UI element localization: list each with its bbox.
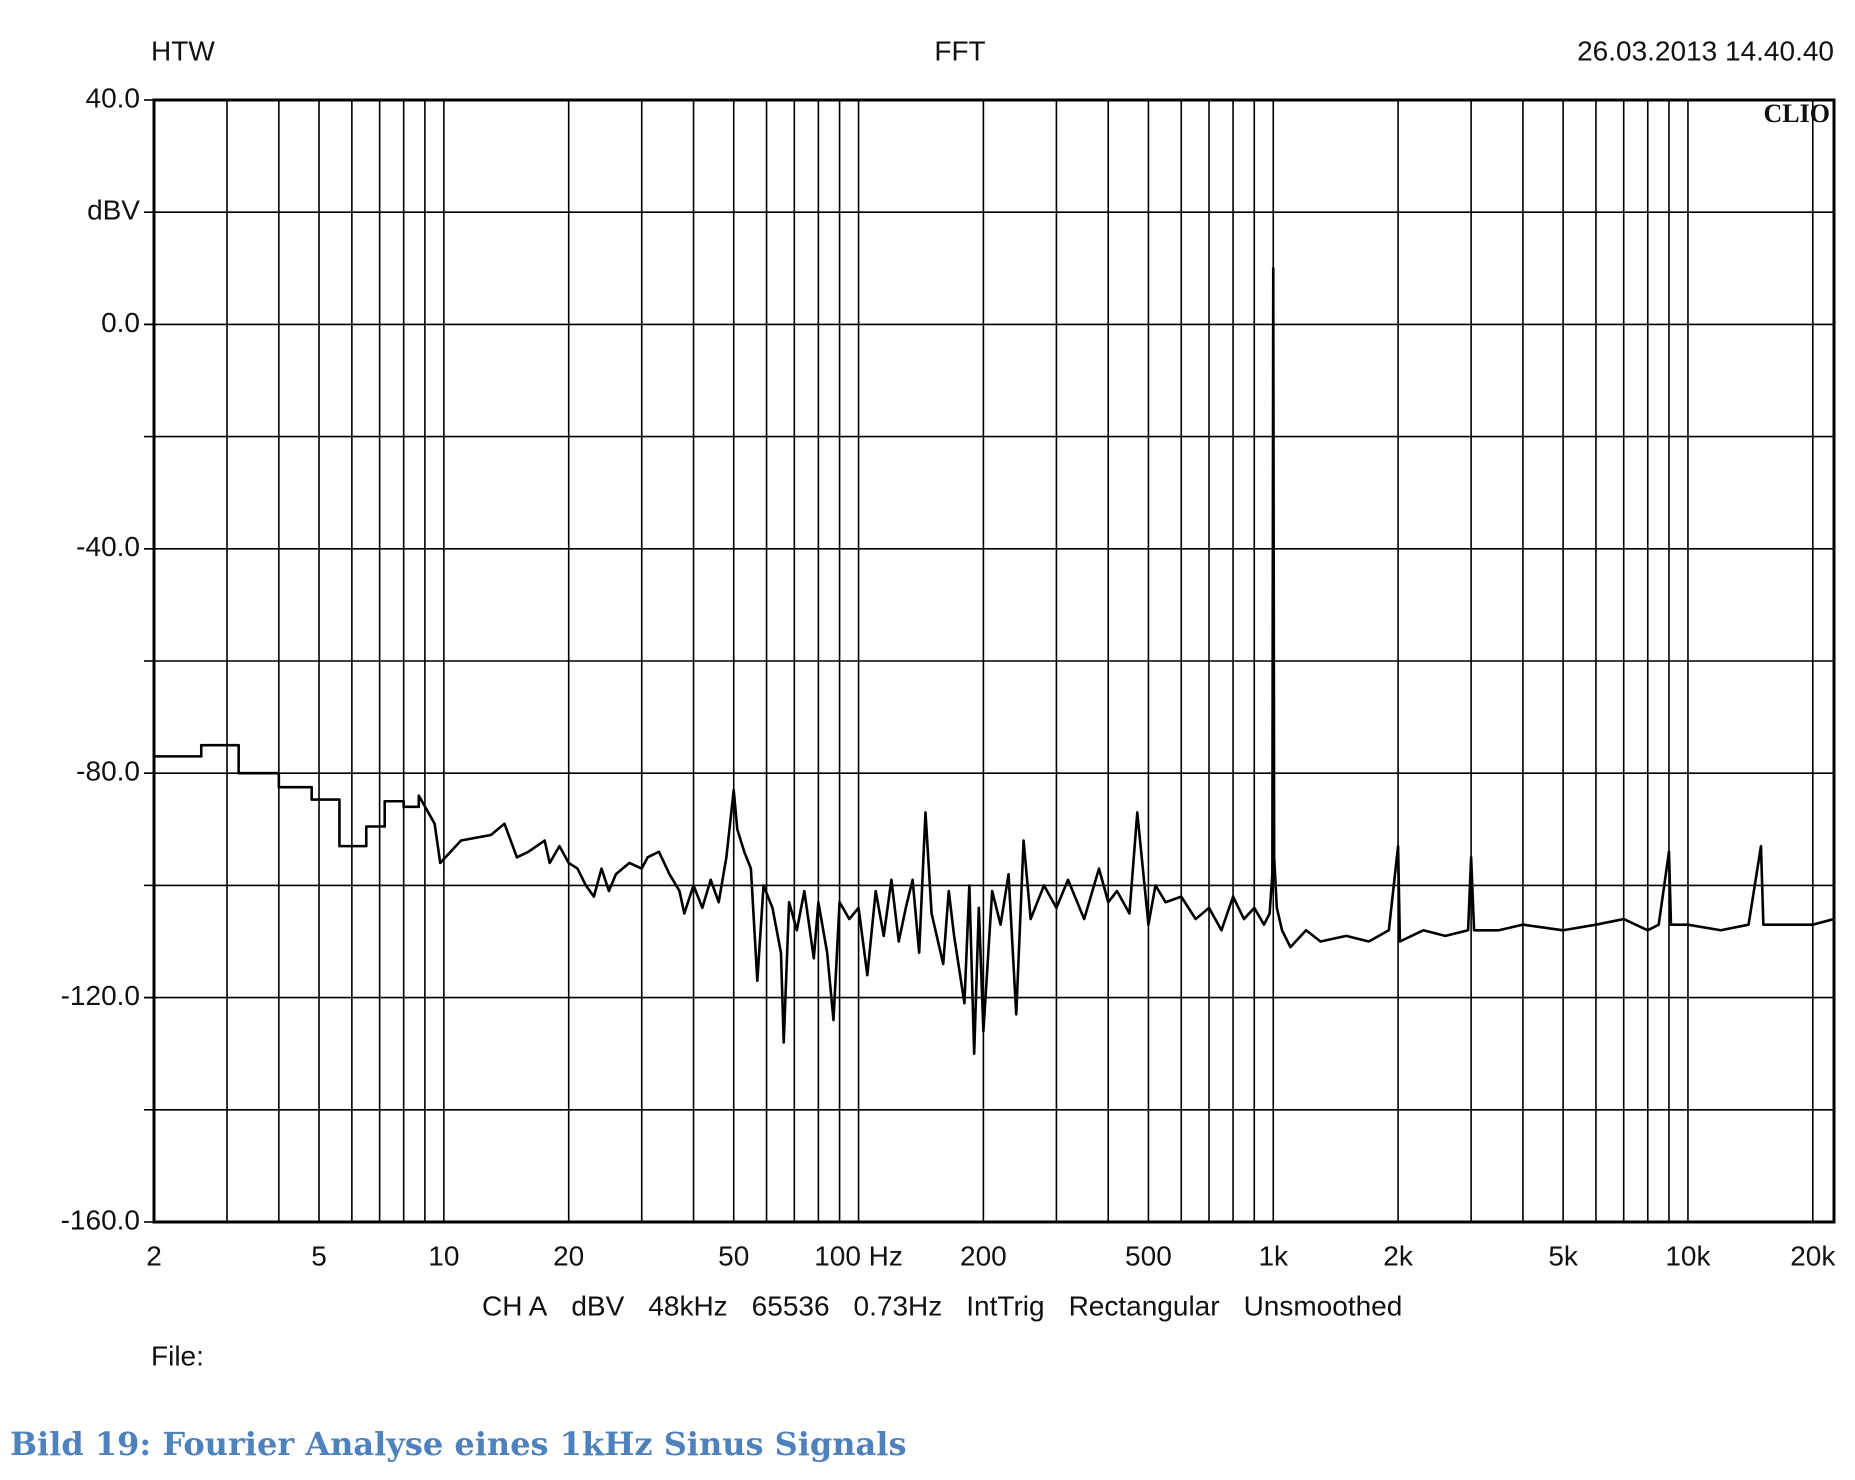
- y-axis-label: dBV: [87, 195, 140, 226]
- setting: 0.73Hz: [854, 1290, 943, 1321]
- x-tick-label: 5: [311, 1240, 327, 1271]
- y-tick-label: 40.0: [86, 82, 141, 113]
- caption: Bild 19: Fourier Analyse eines 1kHz Sinu…: [10, 1425, 907, 1463]
- setting: dBV: [571, 1290, 624, 1321]
- x-tick-label: 20k: [1790, 1240, 1836, 1271]
- y-tick-label: -120.0: [61, 980, 140, 1011]
- setting: 65536: [752, 1290, 830, 1321]
- x-tick-label: 200: [960, 1240, 1007, 1271]
- x-tick-label: 2k: [1383, 1240, 1414, 1271]
- fft-line: [154, 267, 1835, 1055]
- y-tick-label: -160.0: [61, 1204, 140, 1235]
- x-tick-label: 50: [718, 1240, 749, 1271]
- header-left: HTW: [151, 35, 215, 66]
- x-tick-label: 100 Hz: [814, 1240, 903, 1271]
- x-tick-label: 500: [1125, 1240, 1172, 1271]
- plot-frame: [152, 98, 1836, 1224]
- setting: 48kHz: [648, 1290, 727, 1321]
- x-tick-label: 20: [553, 1240, 584, 1271]
- file-label: File:: [151, 1340, 204, 1371]
- y-tick-label: -80.0: [76, 756, 140, 787]
- timestamp: 26.03.2013 14.40.40: [1577, 35, 1834, 66]
- setting: IntTrig: [966, 1290, 1044, 1321]
- x-tick-label: 1k: [1258, 1240, 1289, 1271]
- setting: CH A: [482, 1290, 548, 1321]
- y-tick-label: 0.0: [101, 307, 140, 338]
- setting: Rectangular: [1069, 1290, 1220, 1321]
- chart-title: FFT: [934, 35, 985, 66]
- x-tick-label: 2: [146, 1240, 162, 1271]
- x-tick-label: 10: [428, 1240, 459, 1271]
- chart: HTW FFT 26.03.2013 14.40.40 File: 40.0 0.…: [61, 35, 1837, 1371]
- x-tick-label: 10k: [1665, 1240, 1711, 1271]
- y-tick-label: -40.0: [76, 531, 140, 562]
- setting: Unsmoothed: [1244, 1290, 1403, 1321]
- x-tick-label: 5k: [1548, 1240, 1579, 1271]
- watermark: CLIO: [1764, 99, 1830, 128]
